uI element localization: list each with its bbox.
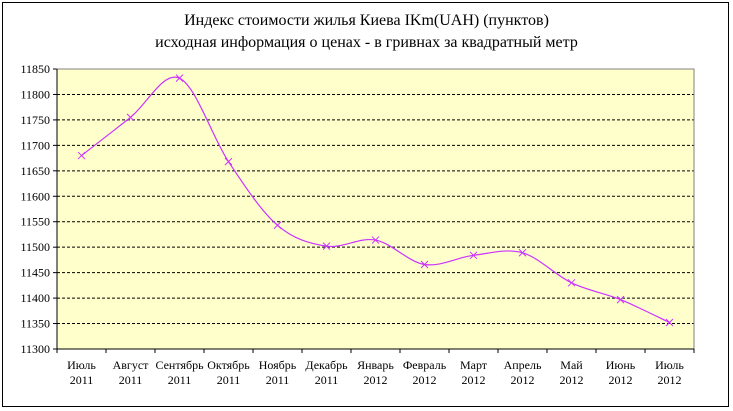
x-tick-label-month: Май [560, 358, 583, 372]
x-tick-label-month: Февраль [403, 358, 447, 372]
x-tick-label-month: Июнь [606, 358, 636, 372]
y-tick-label: 11800 [20, 87, 50, 101]
x-tick-label-year: 2012 [511, 373, 535, 387]
y-tick-label: 11850 [20, 62, 50, 76]
data-point [175, 74, 184, 83]
x-tick-label-year: 2011 [266, 373, 290, 387]
x-tick-label-month: Сентябрь [155, 358, 204, 372]
data-point [126, 113, 135, 122]
y-tick-label: 11550 [20, 215, 50, 229]
data-point [567, 278, 576, 287]
x-tick-label-year: 2012 [658, 373, 682, 387]
chart-title-block: Индекс стоимости жилья Киева IKm(UAH) (п… [0, 10, 733, 54]
x-tick-label-month: Август [113, 358, 150, 372]
data-point [616, 295, 625, 304]
x-tick-label-month: Октябрь [207, 358, 250, 372]
y-tick-label: 11300 [20, 342, 50, 356]
x-tick-label-month: Июль [67, 358, 96, 372]
data-point [273, 221, 282, 230]
x-tick-label-month: Апрель [504, 358, 542, 372]
data-point [322, 242, 331, 251]
y-tick-label: 11700 [20, 138, 50, 152]
plot-area [57, 69, 694, 349]
x-tick-label-year: 2011 [168, 373, 192, 387]
x-tick-label-year: 2011 [315, 373, 339, 387]
data-point [420, 260, 429, 269]
x-tick-label-month: Июль [655, 358, 684, 372]
chart-title: Индекс стоимости жилья Киева IKm(UAH) (п… [184, 12, 549, 29]
x-tick-label-year: 2012 [413, 373, 437, 387]
x-tick-label-month: Январь [357, 358, 394, 372]
x-tick-label-month: Декабрь [305, 358, 348, 372]
x-tick-label-month: Март [460, 358, 488, 372]
y-tick-label: 11350 [20, 317, 50, 331]
x-tick-label-year: 2012 [560, 373, 584, 387]
data-point [224, 157, 233, 166]
y-tick-label: 11650 [20, 164, 50, 178]
chart-subtitle: исходная информация о ценах - в гривнах … [155, 34, 578, 51]
data-point [371, 236, 380, 244]
x-tick-label-year: 2012 [462, 373, 486, 387]
y-tick-label: 11500 [20, 240, 50, 254]
y-tick-label: 11600 [20, 189, 50, 203]
data-point [665, 318, 674, 327]
x-tick-label-year: 2012 [364, 373, 388, 387]
y-tick-label: 11450 [20, 266, 50, 280]
x-tick-label-year: 2011 [217, 373, 241, 387]
x-tick-label-month: Ноябрь [259, 358, 297, 372]
x-tick-label-year: 2011 [70, 373, 94, 387]
data-point [518, 248, 527, 257]
data-point [469, 251, 478, 260]
y-tick-label: 11750 [20, 113, 50, 127]
y-tick-label: 11400 [20, 291, 50, 305]
x-tick-label-year: 2011 [119, 373, 143, 387]
data-point [77, 151, 86, 160]
x-tick-label-year: 2012 [609, 373, 633, 387]
